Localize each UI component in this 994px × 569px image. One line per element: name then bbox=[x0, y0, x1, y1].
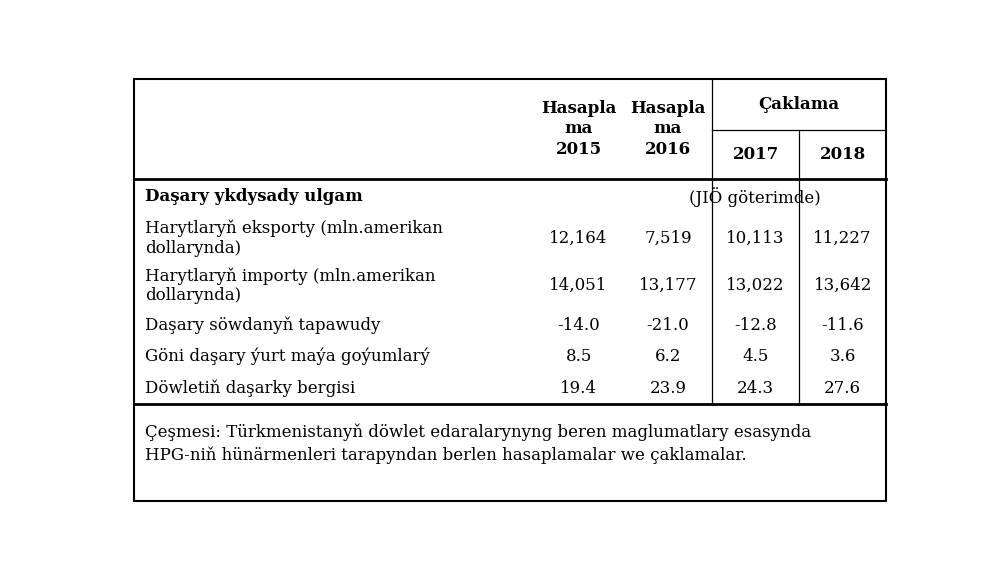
Text: 4.5: 4.5 bbox=[742, 348, 768, 365]
Text: 11,227: 11,227 bbox=[813, 230, 871, 247]
Text: 27.6: 27.6 bbox=[823, 380, 861, 397]
Text: 2018: 2018 bbox=[819, 146, 865, 163]
Text: Göni daşary ýurt maýa goýumlarý: Göni daşary ýurt maýa goýumlarý bbox=[145, 348, 429, 365]
Text: 12,164: 12,164 bbox=[549, 230, 607, 247]
Text: Hasapla
ma
2015: Hasapla ma 2015 bbox=[541, 100, 615, 158]
Text: (JIÖ göterimde): (JIÖ göterimde) bbox=[689, 187, 820, 207]
Text: 2017: 2017 bbox=[732, 146, 778, 163]
Text: Harytlaryň eksporty (mln.amerikan
dollarynda): Harytlaryň eksporty (mln.amerikan dollar… bbox=[145, 220, 442, 257]
Text: -12.8: -12.8 bbox=[734, 316, 776, 333]
Text: Daşary söwdanyň tapawudy: Daşary söwdanyň tapawudy bbox=[145, 316, 380, 334]
Text: Döwletiň daşarky bergisi: Döwletiň daşarky bergisi bbox=[145, 380, 355, 397]
Text: 24.3: 24.3 bbox=[737, 380, 773, 397]
Text: -11.6: -11.6 bbox=[820, 316, 863, 333]
Text: Harytlaryň importy (mln.amerikan
dollarynda): Harytlaryň importy (mln.amerikan dollary… bbox=[145, 267, 435, 304]
Text: 13,177: 13,177 bbox=[638, 277, 697, 294]
Text: 14,051: 14,051 bbox=[549, 277, 607, 294]
Text: Daşary ykdysady ulgam: Daşary ykdysady ulgam bbox=[145, 188, 363, 205]
Text: -21.0: -21.0 bbox=[646, 316, 689, 333]
Text: 6.2: 6.2 bbox=[654, 348, 681, 365]
Text: 3.6: 3.6 bbox=[829, 348, 855, 365]
Text: 23.9: 23.9 bbox=[649, 380, 686, 397]
Text: 13,022: 13,022 bbox=[726, 277, 784, 294]
Text: Çeşmesi: Türkmenistanyň döwlet edaralarynyng beren maglumatlary esasynda
HPG-niň: Çeşmesi: Türkmenistanyň döwlet edaralary… bbox=[145, 423, 810, 464]
Text: 13,642: 13,642 bbox=[813, 277, 871, 294]
Text: 19.4: 19.4 bbox=[560, 380, 596, 397]
Text: 7,519: 7,519 bbox=[643, 230, 691, 247]
Text: Çaklama: Çaklama bbox=[757, 96, 839, 113]
Text: -14.0: -14.0 bbox=[557, 316, 599, 333]
Text: 10,113: 10,113 bbox=[726, 230, 784, 247]
Text: 8.5: 8.5 bbox=[565, 348, 591, 365]
Text: Hasapla
ma
2016: Hasapla ma 2016 bbox=[629, 100, 705, 158]
